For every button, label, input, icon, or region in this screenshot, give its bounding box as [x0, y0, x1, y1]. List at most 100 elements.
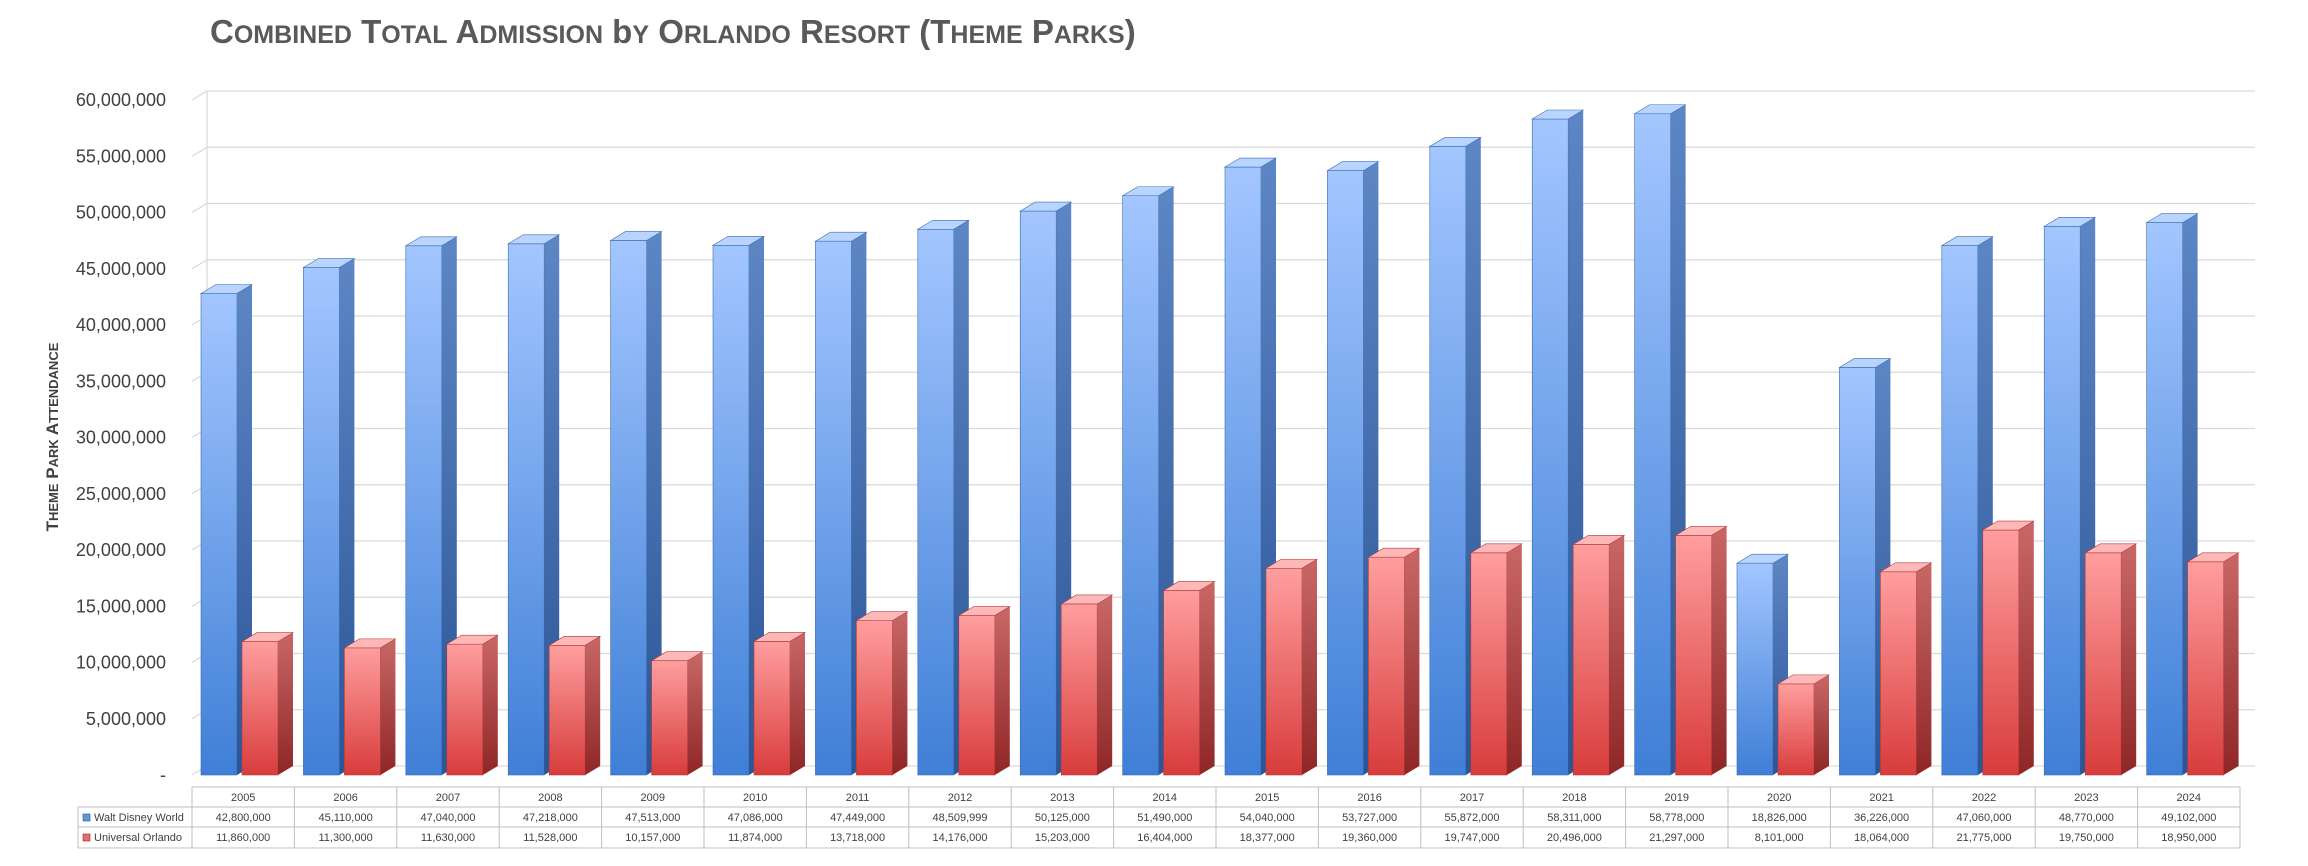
x-category-label: 2014	[1153, 792, 1177, 804]
bar-top	[1572, 535, 1626, 545]
bar-universal-2007	[445, 634, 499, 776]
bar-top	[1838, 358, 1892, 368]
x-category-label: 2009	[641, 792, 665, 804]
legend-label: Universal Orlando	[94, 832, 182, 844]
bar-top	[1367, 547, 1421, 558]
bar-top	[1674, 526, 1728, 536]
y-tick-label: 50,000,000	[76, 203, 166, 223]
bar-front	[1941, 245, 1979, 776]
bar-top	[1326, 161, 1380, 171]
data-label: 47,513,000	[625, 812, 680, 824]
x-category-label: 2008	[538, 792, 562, 804]
data-label: 58,311,000	[1547, 812, 1601, 824]
bar-disney-2008	[507, 234, 561, 776]
bar-front	[958, 615, 996, 776]
bar-side	[646, 231, 662, 775]
bar-side	[544, 234, 560, 776]
bar-side	[994, 606, 1010, 775]
bar-universal-2012	[957, 606, 1011, 776]
bar-top	[1633, 104, 1687, 115]
bar-universal-2018	[1572, 535, 1626, 776]
x-category-label: 2023	[2074, 792, 2098, 804]
bar-front	[446, 643, 484, 776]
data-label: 47,086,000	[728, 812, 783, 824]
bar-side	[1609, 535, 1625, 775]
bar-front	[303, 267, 340, 776]
data-label: 19,750,000	[2059, 832, 2114, 844]
x-category-label: 2016	[1357, 792, 1381, 804]
data-label: 47,449,000	[830, 812, 885, 824]
bar-front	[344, 647, 381, 776]
bar-front	[1880, 571, 1917, 776]
y-tick-label: 10,000,000	[76, 653, 166, 673]
data-label: 48,509,999	[932, 812, 987, 824]
bar-top	[1264, 558, 1319, 569]
bar-top	[1469, 543, 1523, 554]
gridline	[191, 90, 2255, 101]
data-label: 53,727,000	[1342, 812, 1397, 824]
data-label: 49,102,000	[2161, 812, 2216, 824]
bar-front	[651, 660, 688, 776]
bar-top	[855, 611, 909, 621]
y-tick-label: 15,000,000	[76, 596, 166, 616]
bar-front	[1675, 535, 1712, 776]
x-category-label: 2022	[1972, 792, 1996, 804]
bar-universal-2005	[240, 632, 295, 776]
bar-universal-2006	[343, 638, 397, 776]
x-category-label: 2021	[1869, 792, 1893, 804]
x-category-label: 2012	[948, 792, 972, 804]
bar-universal-2016	[1367, 547, 1421, 776]
bar-disney-2009	[609, 231, 663, 776]
x-category-label: 2011	[846, 792, 870, 804]
data-label: 11,300,000	[318, 832, 372, 844]
bar-side	[790, 632, 805, 775]
bar-side	[1916, 562, 1932, 775]
bar-top	[1879, 562, 1933, 573]
bar-disney-2005	[199, 284, 254, 776]
x-category-label: 2006	[333, 792, 357, 804]
x-category-label: 2020	[1767, 792, 1791, 804]
y-tick-label: 40,000,000	[76, 315, 166, 335]
bar-top	[752, 632, 807, 642]
bar-side	[2121, 543, 2137, 775]
bar-front	[2146, 222, 2183, 776]
x-category-label: 2017	[1460, 792, 1484, 804]
bar-side	[380, 638, 396, 775]
bar-top	[1981, 520, 2035, 531]
bar-front	[1572, 544, 1610, 776]
y-tick-label: 25,000,000	[76, 484, 166, 504]
data-table: 2005 2006 2007 2008 2009 2010 2011 2012 2013 2014…	[77, 786, 2241, 849]
data-label: 16,404,000	[1137, 832, 1192, 844]
bar-universal-2023	[2084, 543, 2138, 776]
bar-top	[650, 651, 704, 662]
y-axis-ticks: - 5,000,000 10,000,000 15,000,000 20,000,000…	[76, 90, 166, 785]
bar-top	[1019, 201, 1073, 212]
bar-front	[1736, 562, 1774, 776]
bar-top	[302, 258, 356, 268]
bars	[199, 104, 2240, 776]
bar-front	[2187, 561, 2224, 776]
bar-front	[1122, 195, 1159, 776]
bar-universal-2008	[548, 636, 602, 776]
bar-side	[2018, 521, 2034, 775]
data-label: 47,218,000	[523, 812, 578, 824]
bar-front	[2043, 226, 2081, 776]
bar-top	[404, 236, 458, 247]
data-label: 51,490,000	[1137, 812, 1192, 824]
bar-side	[1404, 548, 1420, 775]
bar-universal-2017	[1469, 543, 1523, 776]
y-tick-label: 55,000,000	[76, 146, 166, 166]
bar-disney-2023	[2043, 217, 2097, 776]
data-label: 54,040,000	[1240, 812, 1295, 824]
data-label: 15,203,000	[1035, 832, 1090, 844]
legend-key	[82, 813, 91, 822]
bar-side	[482, 635, 498, 775]
y-tick-label: 5,000,000	[86, 709, 166, 729]
data-label: 45,110,000	[318, 812, 372, 824]
bar-top	[445, 634, 499, 645]
data-label: 21,775,000	[1956, 832, 2011, 844]
bar-front	[507, 243, 545, 776]
bar-universal-2009	[650, 651, 704, 776]
bar-front	[2084, 552, 2122, 776]
